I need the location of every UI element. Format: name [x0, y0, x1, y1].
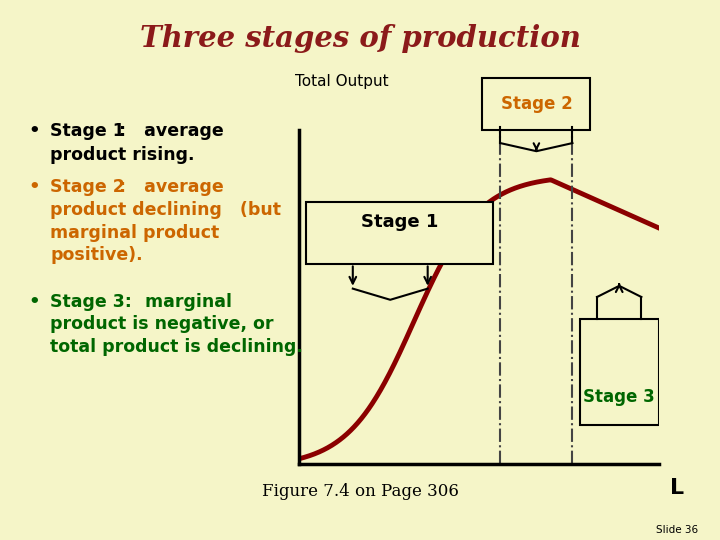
- Text: marginal: marginal: [133, 293, 232, 310]
- Text: Three stages of production: Three stages of production: [140, 24, 580, 53]
- Bar: [306, 202, 493, 264]
- Text: •: •: [29, 178, 40, 196]
- Text: product declining   (but: product declining (but: [50, 201, 282, 219]
- Text: •: •: [29, 293, 40, 310]
- Text: product is negative, or: product is negative, or: [50, 315, 274, 333]
- Text: Stage 1: Stage 1: [361, 213, 438, 231]
- Text: Stage 3:: Stage 3:: [50, 293, 132, 310]
- Text: Slide 36: Slide 36: [656, 524, 698, 535]
- Text: Stage 1: Stage 1: [50, 122, 125, 139]
- Text: Stage 2: Stage 2: [500, 95, 572, 113]
- Text: Figure 7.4 on Page 306: Figure 7.4 on Page 306: [261, 483, 459, 500]
- Bar: [580, 319, 659, 426]
- Text: product rising.: product rising.: [50, 146, 195, 164]
- Text: L: L: [670, 478, 684, 498]
- Text: Stage 3: Stage 3: [583, 388, 655, 407]
- Text: total product is declining.: total product is declining.: [50, 338, 303, 356]
- Text: :   average: : average: [119, 178, 223, 196]
- Text: :   average: : average: [119, 122, 223, 139]
- Text: marginal product: marginal product: [50, 224, 220, 241]
- Text: Total Output: Total Output: [295, 75, 389, 90]
- Text: positive).: positive).: [50, 246, 143, 264]
- Text: Stage 2: Stage 2: [50, 178, 125, 196]
- Text: •: •: [29, 122, 40, 139]
